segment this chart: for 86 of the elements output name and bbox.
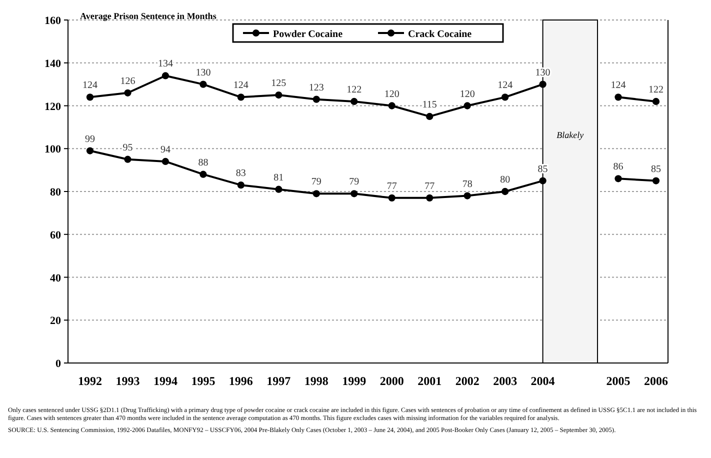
point <box>426 112 434 120</box>
data-label: 77 <box>424 180 435 192</box>
point <box>312 96 320 103</box>
x-tick-label: 1992 <box>78 374 102 388</box>
x-tick-label: 2006 <box>644 374 668 388</box>
data-label: 94 <box>160 144 170 156</box>
point <box>539 177 546 184</box>
data-label: 123 <box>308 82 324 94</box>
point <box>652 177 660 184</box>
point <box>350 98 358 106</box>
legend-label: Powder Cocaine <box>273 29 344 40</box>
point <box>237 94 244 101</box>
point <box>237 182 244 189</box>
data-label: 124 <box>610 80 626 92</box>
point <box>614 175 622 182</box>
y-tick-label: 140 <box>44 58 62 70</box>
data-label: 126 <box>120 76 136 87</box>
point <box>652 98 660 106</box>
data-label: 124 <box>82 80 98 92</box>
y-tick-label: 40 <box>50 272 62 284</box>
point <box>312 190 320 198</box>
point <box>614 94 622 101</box>
data-label: 78 <box>462 178 472 190</box>
x-tick-label: 2002 <box>455 374 480 388</box>
data-label: 77 <box>386 180 397 192</box>
data-label: 120 <box>384 88 400 100</box>
data-label: 122 <box>346 84 362 96</box>
point <box>200 170 207 178</box>
x-tick-label: 2001 <box>418 374 442 388</box>
data-label: 95 <box>122 142 133 154</box>
x-tick-label: 1996 <box>228 374 253 388</box>
point <box>539 80 546 88</box>
x-tick-label: 1995 <box>191 374 216 388</box>
x-tick-label: 1994 <box>153 374 178 388</box>
data-label: 79 <box>311 176 322 188</box>
x-tick-label: 1998 <box>304 374 328 388</box>
x-tick-label: 1999 <box>342 374 366 388</box>
data-label: 115 <box>422 99 437 110</box>
data-label: 83 <box>236 168 246 180</box>
data-label: 80 <box>500 174 510 186</box>
y-tick-label: 20 <box>50 315 62 328</box>
point <box>426 194 434 202</box>
data-label: 125 <box>271 78 286 90</box>
data-label: 79 <box>349 176 360 188</box>
x-tick-label: 2000 <box>380 374 404 388</box>
point <box>86 147 94 154</box>
x-tick-label: 1997 <box>266 374 291 388</box>
data-label: 122 <box>648 84 664 96</box>
x-tick-label: 2004 <box>530 374 555 388</box>
y-tick-label: 60 <box>50 229 62 242</box>
point <box>86 94 94 101</box>
chart-title: Average Prison Sentence in Months <box>80 11 217 21</box>
point <box>464 192 471 200</box>
band-label: Blakely <box>556 130 584 140</box>
point <box>200 80 207 88</box>
y-tick-label: 0 <box>56 358 62 370</box>
x-tick-label: 1993 <box>116 374 140 388</box>
y-tick-label: 120 <box>44 100 62 113</box>
point <box>275 186 282 193</box>
data-label: 86 <box>613 162 624 173</box>
point <box>350 190 358 198</box>
point <box>502 94 509 101</box>
point <box>124 89 132 96</box>
data-label: 130 <box>196 67 211 78</box>
x-tick-label: 2005 <box>606 374 630 388</box>
x-tick-label: 2003 <box>493 374 518 388</box>
point <box>388 102 396 110</box>
point <box>162 158 170 166</box>
data-label: 124 <box>233 80 248 92</box>
y-tick-label: 80 <box>50 186 62 198</box>
data-label: 85 <box>651 164 661 175</box>
point <box>388 194 396 202</box>
data-label: 124 <box>498 80 513 92</box>
point <box>162 72 170 80</box>
point <box>124 156 132 163</box>
data-label: 134 <box>158 58 173 70</box>
y-tick-label: 100 <box>44 144 62 156</box>
data-label: 88 <box>198 157 208 168</box>
legend-label: Crack Cocaine <box>408 29 472 40</box>
y-tick-label: 160 <box>44 15 62 27</box>
data-label: 99 <box>85 134 95 145</box>
point <box>502 188 509 196</box>
data-label: 81 <box>274 172 284 184</box>
data-label: 120 <box>460 88 475 100</box>
point <box>464 102 471 110</box>
point <box>275 91 282 99</box>
